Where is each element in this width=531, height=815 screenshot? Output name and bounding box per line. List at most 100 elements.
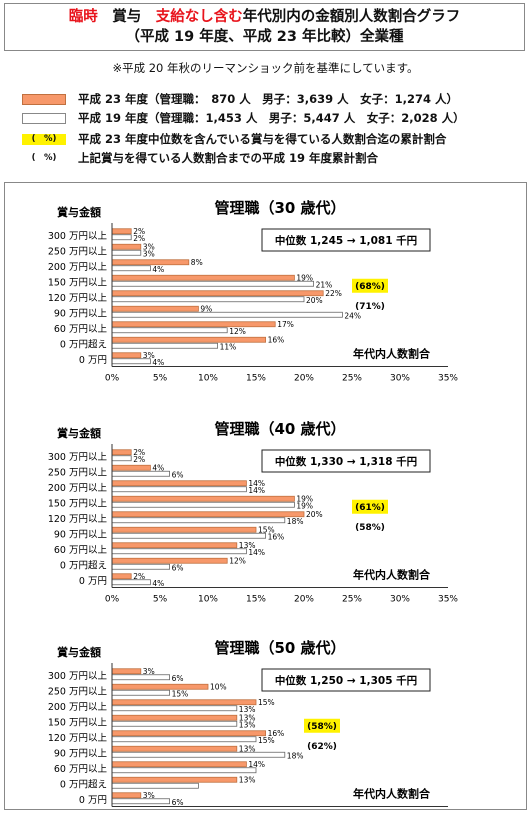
chart-3-median-box — [261, 668, 431, 692]
chart-3-category-label: 0 万円 — [79, 795, 107, 806]
chart-1-tick-label: 10% — [198, 374, 218, 384]
chart-2-bar-h19 — [111, 563, 170, 570]
chart-2-bar-h23 — [111, 480, 247, 487]
chart-2-data-label-h23: 15% — [258, 525, 275, 534]
chart-1-tick-label: 20% — [294, 374, 314, 384]
chart-2-tick-label: 15% — [246, 595, 266, 605]
chart-1-data-label-h19: 24% — [344, 311, 361, 320]
chart-1-tick-label: 35% — [438, 374, 458, 384]
chart-1-median-box — [261, 228, 431, 252]
chart-2-data-label-h23: 19% — [296, 494, 313, 503]
chart-2-data-label-h19: 14% — [248, 548, 265, 557]
page-title: 臨時 賞与 支給なし含む年代別内の金額別人数割合グラフ — [5, 7, 524, 27]
chart-1-data-label-h23: 3% — [143, 351, 155, 360]
chart-3-ylabel: 賞与金額 — [57, 645, 101, 659]
chart-1-data-label-h19: 20% — [306, 296, 323, 305]
chart-2-bar-h23 — [111, 526, 257, 533]
legend-row-cumulative-h19: ( %) 上記賞与を得ている人数割合までの平成 19 年度累計割合 — [22, 150, 378, 166]
chart-3-data-label-h23: 13% — [239, 775, 256, 784]
chart-3-data-label-h23: 13% — [239, 744, 256, 753]
chart-1-bar-h19 — [111, 311, 343, 318]
title-black-1: 賞与 — [112, 9, 142, 25]
legend-swatch-h23 — [22, 93, 66, 105]
charts-svg: 賞与金額 管理職（30 歳代） 中位数 1,245 → 1,081 千円 300 万円… — [48, 199, 459, 815]
chart-3-xlabel: 年代内人数割合 — [353, 787, 431, 801]
chart-3-bar-h23 — [111, 699, 257, 706]
chart-2-data-label-h23: 4% — [152, 463, 164, 472]
chart-2-data-label-h19: 18% — [287, 517, 304, 526]
chart-1-bar-h23 — [111, 352, 142, 359]
chart-2-cumulative-h23: (61%) — [355, 503, 385, 513]
chart-2-category-label: 300 万円以上 — [48, 452, 108, 463]
chart-2-data-label-h23: 13% — [239, 541, 256, 550]
chart-3-bar-h23 — [111, 730, 267, 737]
chart-3-bar-h19 — [111, 689, 170, 696]
chart-2-category-label: 60 万円以上 — [54, 545, 108, 556]
chart-3-data-label-h23: 3% — [143, 667, 155, 676]
chart-3-category-label: 90 万円以上 — [54, 748, 108, 759]
chart-1-category-label: 60 万円以上 — [54, 324, 108, 335]
chart-2-bar-h23 — [111, 573, 132, 580]
chart-1-category-label: 250 万円以上 — [48, 246, 108, 257]
legend-label-cumulative-h23: 平成 23 年度中位数を含んでいる賞与を得ている人数割合迄の累計割合 — [78, 132, 447, 146]
chart-3-bar-h19 — [111, 720, 238, 727]
chart-2-tick-label: 5% — [153, 595, 168, 605]
chart-2-bar-h23 — [111, 495, 295, 502]
chart-2-bar-h19 — [111, 548, 247, 555]
chart-2-bar-h19 — [111, 501, 295, 508]
chart-2-title: 管理職（40 歳代） — [214, 420, 345, 438]
chart-2-category-label: 250 万円以上 — [48, 467, 108, 478]
chart-2-data-label-h23: 2% — [133, 572, 145, 581]
chart-3-data-label-h19: 13% — [239, 720, 256, 729]
chart-2-category-label: 90 万円以上 — [54, 529, 108, 540]
chart-1-data-label-h23: 22% — [325, 289, 342, 298]
chart-2-median-text: 中位数 1,330 → 1,318 千円 — [275, 455, 417, 468]
chart-1-tick-label: 0% — [105, 374, 120, 384]
chart-3-category-label: 300 万円以上 — [48, 671, 108, 682]
chart-1-bar-h19 — [111, 327, 228, 334]
chart-2-data-label-h23: 2% — [133, 448, 145, 457]
chart-1-category-label: 90 万円以上 — [54, 308, 108, 319]
charts-panel: 賞与金額 管理職（30 歳代） 中位数 1,245 → 1,081 千円 300 万円… — [4, 182, 527, 815]
chart-2-cumulative-h23-highlight — [352, 499, 388, 514]
chart-2-data-label-h23: 14% — [248, 479, 265, 488]
chart-1-bar-h23 — [111, 228, 132, 235]
chart-2-data-label-h19: 16% — [268, 532, 285, 541]
chart-1-bar-h23 — [111, 336, 267, 343]
chart-2-category-label: 0 万円超え — [60, 559, 107, 571]
chart-1-data-label-h19: 11% — [220, 342, 237, 351]
chart-2-data-label-h19: 6% — [172, 563, 184, 572]
chart-3-bar-h23 — [111, 714, 238, 721]
chart-3-cumulative-h23: (58%) — [307, 722, 337, 732]
chart-1-data-label-h19: 12% — [229, 327, 246, 336]
chart-1-data-label-h19: 3% — [143, 249, 155, 258]
chart-1-tick-label: 15% — [246, 374, 266, 384]
chart-2-median-box — [261, 449, 431, 473]
chart-2-data-label-h19: 14% — [248, 486, 265, 495]
chart-2-data-label-h19: 19% — [296, 501, 313, 510]
chart-1-bar-h23 — [111, 259, 190, 266]
legend-swatch-h19 — [22, 112, 66, 124]
chart-2-data-label-h23: 20% — [306, 510, 323, 519]
chart-3-data-label-h23: 16% — [268, 729, 285, 738]
chart-3-data-label-h23: 3% — [143, 791, 155, 800]
chart-2-category-label: 200 万円以上 — [48, 483, 108, 494]
chart-2-tick-label: 10% — [198, 595, 218, 605]
chart-2-bar-h19 — [111, 486, 247, 493]
chart-1-bar-h23 — [111, 274, 295, 281]
chart-3-bar-h19 — [111, 798, 170, 805]
chart-3-bar-h19 — [111, 705, 238, 712]
chart-2-bar-h23 — [111, 557, 228, 564]
chart-3-bar-h23 — [111, 668, 142, 675]
chart-1-bar-h23 — [111, 321, 276, 328]
page-subtitle: （平成 19 年度、平成 23 年比較）全業種 — [125, 29, 404, 45]
chart-1-bar-h23 — [111, 290, 324, 297]
chart-3-data-label-h23: 13% — [239, 713, 256, 722]
chart-1-ylabel: 賞与金額 — [57, 205, 101, 219]
chart-3-data-label-h19: 15% — [258, 736, 275, 745]
chart-3-cumulative-h19: (62%) — [307, 742, 337, 752]
chart-1-tick-label: 30% — [390, 374, 410, 384]
chart-1-data-label-h23: 2% — [133, 227, 145, 236]
chart-2-category-label: 0 万円 — [79, 576, 107, 587]
chart-3-data-label-h23: 14% — [248, 760, 265, 769]
